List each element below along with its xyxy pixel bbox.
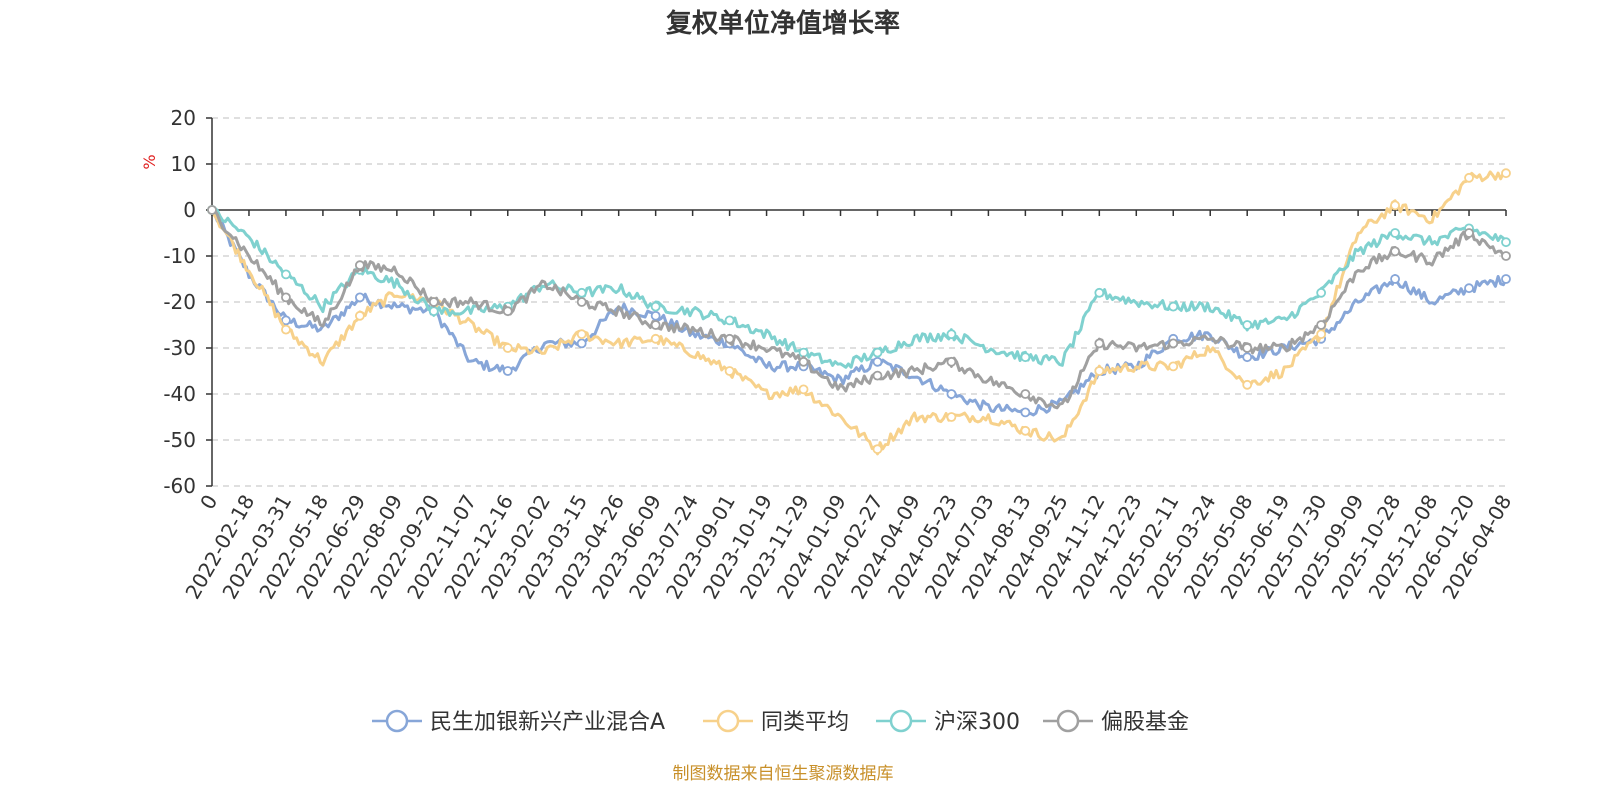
series-line (210, 170, 1507, 456)
series-0 (207, 205, 1511, 418)
series-line (211, 206, 1508, 369)
data-point (1464, 283, 1474, 294)
legend-label: 沪深300 (934, 710, 1020, 735)
data-point (1168, 301, 1179, 312)
legend-marker-icon (889, 709, 913, 733)
data-point (576, 338, 587, 349)
data-point (1316, 329, 1327, 340)
data-point (946, 329, 957, 340)
data-point (281, 315, 291, 326)
data-point (1020, 425, 1031, 436)
legend-item-1[interactable]: 同类平均 (703, 709, 849, 735)
data-point (946, 356, 957, 367)
y-axis-label: % (140, 154, 159, 169)
data-point (1020, 407, 1031, 418)
data-point (281, 324, 291, 335)
data-point (946, 412, 957, 422)
series-group (207, 168, 1511, 456)
data-point (1501, 168, 1511, 179)
data-point (576, 287, 587, 298)
legend-item-2[interactable]: 沪深300 (876, 709, 1020, 735)
legend-marker-icon (385, 709, 409, 733)
data-point (872, 444, 883, 455)
data-point (650, 301, 661, 312)
data-point (281, 269, 291, 280)
data-point (798, 356, 809, 367)
data-point (354, 310, 365, 321)
y-tick-label: -30 (163, 336, 196, 360)
y-tick-label: -20 (163, 290, 196, 314)
data-point (1316, 320, 1327, 330)
legend-label: 偏股基金 (1101, 710, 1189, 735)
series-line (210, 209, 1508, 417)
data-point (724, 333, 735, 344)
data-point (946, 389, 957, 399)
legend-label: 同类平均 (761, 710, 849, 735)
data-point (1242, 352, 1253, 363)
data-point (1242, 320, 1253, 330)
data-point (1168, 361, 1179, 372)
data-point (1464, 228, 1474, 238)
data-point (354, 260, 365, 271)
data-point (428, 306, 439, 317)
legend-label: 民生加银新兴产业混合A (430, 710, 665, 735)
data-point (798, 384, 809, 395)
data-point (1168, 338, 1179, 349)
data-point (1501, 251, 1511, 261)
data-point (872, 347, 883, 358)
legend[interactable]: 民生加银新兴产业混合A 同类平均 沪深300 偏股基金 (372, 709, 1189, 735)
data-point (1094, 338, 1105, 349)
data-point (724, 366, 735, 376)
data-point (502, 343, 513, 353)
series-1 (207, 168, 1511, 456)
y-axis: 20 10 0 -10 -20 -30 -40 -50 -60 (163, 106, 213, 498)
data-point (428, 297, 439, 307)
data-point (1020, 389, 1031, 399)
data-point (576, 329, 587, 340)
data-point (724, 315, 735, 326)
y-tick-label: -60 (163, 474, 196, 498)
data-point (1094, 287, 1105, 298)
y-tick-label: -50 (163, 428, 196, 452)
data-point (650, 333, 661, 344)
chart-title: 复权单位净值增长率 (666, 8, 900, 39)
data-point (1242, 379, 1253, 390)
data-point (281, 292, 291, 303)
data-point (207, 205, 217, 215)
y-tick-label: 0 (183, 198, 196, 222)
data-point (1390, 246, 1400, 257)
source-note: 制图数据来自恒生聚源数据库 (673, 764, 894, 784)
data-point (872, 356, 883, 367)
data-point (798, 347, 809, 358)
x-tick-label: 0 (195, 491, 222, 514)
series-line (211, 208, 1507, 410)
y-tick-label: -10 (163, 244, 196, 268)
data-point (1390, 200, 1400, 211)
data-point (1020, 352, 1031, 363)
legend-marker-icon (1056, 709, 1080, 733)
data-point (1094, 366, 1105, 376)
data-point (1464, 172, 1474, 183)
data-point (1390, 274, 1400, 284)
data-point (502, 306, 513, 317)
data-point (1501, 274, 1511, 284)
data-point (872, 370, 883, 381)
data-point (650, 320, 661, 330)
y-tick-label: 10 (171, 152, 196, 176)
data-point (1316, 287, 1327, 298)
series-3 (207, 205, 1511, 410)
data-point (576, 297, 587, 307)
data-point (650, 310, 661, 321)
data-point (1390, 228, 1400, 238)
data-point (1501, 237, 1511, 248)
data-point (354, 292, 365, 303)
y-tick-label: -40 (163, 382, 196, 406)
legend-item-0[interactable]: 民生加银新兴产业混合A (372, 709, 665, 735)
legend-marker-icon (716, 709, 740, 733)
data-point (502, 366, 513, 376)
legend-item-3[interactable]: 偏股基金 (1043, 709, 1189, 735)
y-tick-label: 20 (171, 106, 196, 130)
data-point (1242, 343, 1253, 353)
